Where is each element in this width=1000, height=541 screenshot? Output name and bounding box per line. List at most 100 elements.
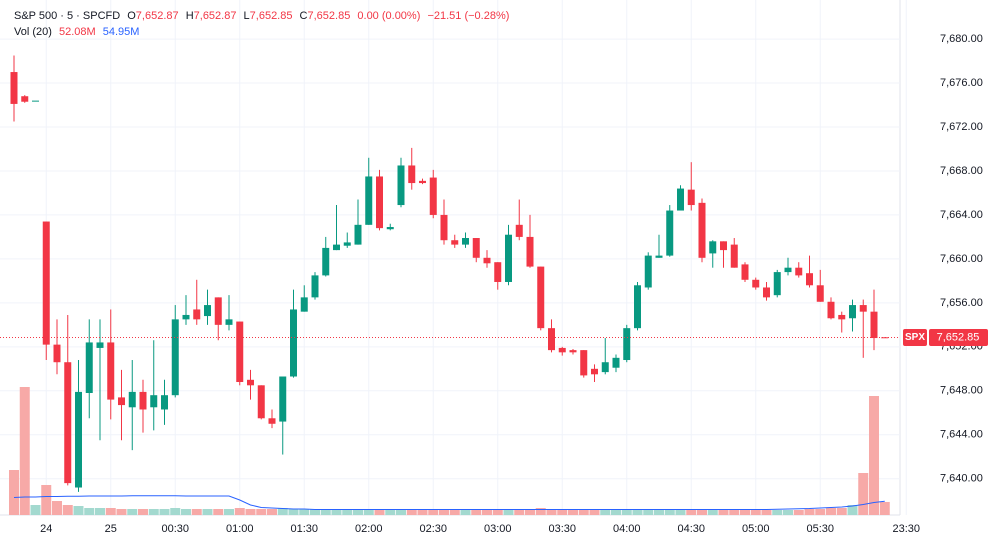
candle-body	[859, 305, 867, 312]
candle-body	[343, 242, 351, 246]
volume-bar	[568, 510, 578, 515]
volume-bar	[202, 509, 213, 515]
volume-bar	[19, 387, 30, 515]
x-tick-label: 01:00	[226, 523, 254, 535]
volume-bar	[783, 510, 793, 515]
candle-body	[838, 314, 846, 320]
h-value: 7,652.87	[193, 10, 237, 22]
volume-bar	[170, 508, 181, 515]
volume-bar	[320, 509, 331, 515]
change-day: −21.51 (−0.28%)	[427, 10, 510, 22]
volume-bar	[654, 510, 664, 515]
candle-body	[698, 202, 706, 258]
volume-bar	[578, 509, 589, 515]
candle-body	[236, 321, 244, 383]
volume-bar	[643, 510, 654, 515]
y-tick-label: 7,640.00	[940, 473, 983, 485]
volume-row: Vol (20) 52.08M 54.95M	[14, 24, 513, 40]
volume-bar	[385, 510, 396, 515]
volume-bar	[869, 396, 879, 515]
candle-body	[118, 397, 125, 406]
volume-bar	[707, 510, 718, 515]
candle-body	[408, 165, 416, 184]
candle-body	[569, 350, 577, 353]
candle-body	[182, 314, 190, 320]
volume-bar	[686, 510, 697, 515]
l-value: 7,652.85	[249, 10, 293, 22]
volume-bar	[492, 509, 503, 515]
volume-bar	[331, 509, 342, 515]
volume-bar	[148, 509, 159, 515]
volume-bar	[127, 509, 138, 515]
candle-body	[53, 344, 61, 363]
candle-body	[128, 391, 136, 408]
y-tick-label: 7,664.00	[940, 209, 983, 221]
candle-body	[548, 328, 555, 351]
volume-bar	[9, 470, 19, 515]
candle-body	[849, 305, 856, 319]
candle-body	[386, 227, 394, 230]
volume-bar	[815, 509, 826, 515]
candle-body	[419, 180, 426, 184]
candle-body	[784, 267, 792, 273]
candle-body	[494, 262, 502, 282]
candle-body	[881, 337, 889, 339]
price-label: 7,652.85	[937, 331, 980, 343]
volume-bar	[589, 510, 600, 515]
candle-body	[429, 177, 437, 215]
volume-bar	[600, 510, 611, 515]
candle-body	[462, 238, 469, 245]
candle-body	[10, 72, 18, 104]
volume-bar	[342, 510, 353, 515]
symbol-title: S&P 500 · 5 · SPCFD	[14, 10, 121, 22]
candle-body	[32, 100, 39, 102]
volume-bar	[417, 510, 428, 515]
volume-bar	[224, 509, 234, 515]
vol-value: 52.08M	[58, 26, 96, 38]
y-tick-label: 7,680.00	[940, 33, 983, 45]
candle-body	[752, 279, 760, 288]
volume-bar	[697, 509, 707, 515]
x-tick-label: 25	[105, 523, 117, 535]
volume-bar	[116, 509, 127, 515]
candle-body	[75, 391, 82, 488]
candle-body	[472, 238, 480, 258]
candle-body	[870, 311, 878, 339]
vol-ma-value: 54.95M	[102, 26, 140, 38]
x-tick-label: 01:30	[290, 523, 318, 535]
volume-bar	[62, 505, 73, 515]
candle-body	[150, 395, 158, 408]
o-value: 7,652.87	[135, 10, 179, 22]
candle-body	[451, 240, 459, 245]
x-tick-label: 23:30	[892, 523, 920, 535]
volume-bar	[750, 510, 761, 515]
c-value: 7,652.85	[307, 10, 351, 22]
candle-body	[483, 257, 491, 264]
o-label: O	[127, 10, 136, 22]
volume-bar	[525, 509, 535, 515]
candle-body	[816, 285, 824, 302]
volume-bar	[621, 509, 632, 515]
volume-bar	[95, 508, 105, 515]
volume-bar	[234, 508, 245, 515]
volume-bar	[514, 510, 525, 515]
volume-ma-line	[13, 495, 885, 510]
y-tick-label: 7,656.00	[940, 297, 983, 309]
volume-bar	[181, 509, 191, 515]
candle-body	[741, 264, 749, 280]
candle-body	[322, 247, 330, 276]
c-label: C	[299, 10, 308, 22]
candle-body	[666, 210, 674, 256]
y-tick-label: 7,644.00	[940, 429, 983, 441]
volume-bar	[138, 509, 148, 515]
candle-body	[687, 189, 695, 206]
x-tick-label: 04:30	[677, 523, 705, 535]
candle-body	[806, 273, 813, 286]
volume-bar	[675, 509, 686, 515]
x-tick-label: 05:00	[742, 523, 770, 535]
volume-bar	[374, 509, 385, 515]
volume-bar	[482, 510, 492, 515]
volume-bar	[761, 510, 772, 515]
candle-body	[193, 309, 201, 320]
h-label: H	[185, 10, 194, 22]
